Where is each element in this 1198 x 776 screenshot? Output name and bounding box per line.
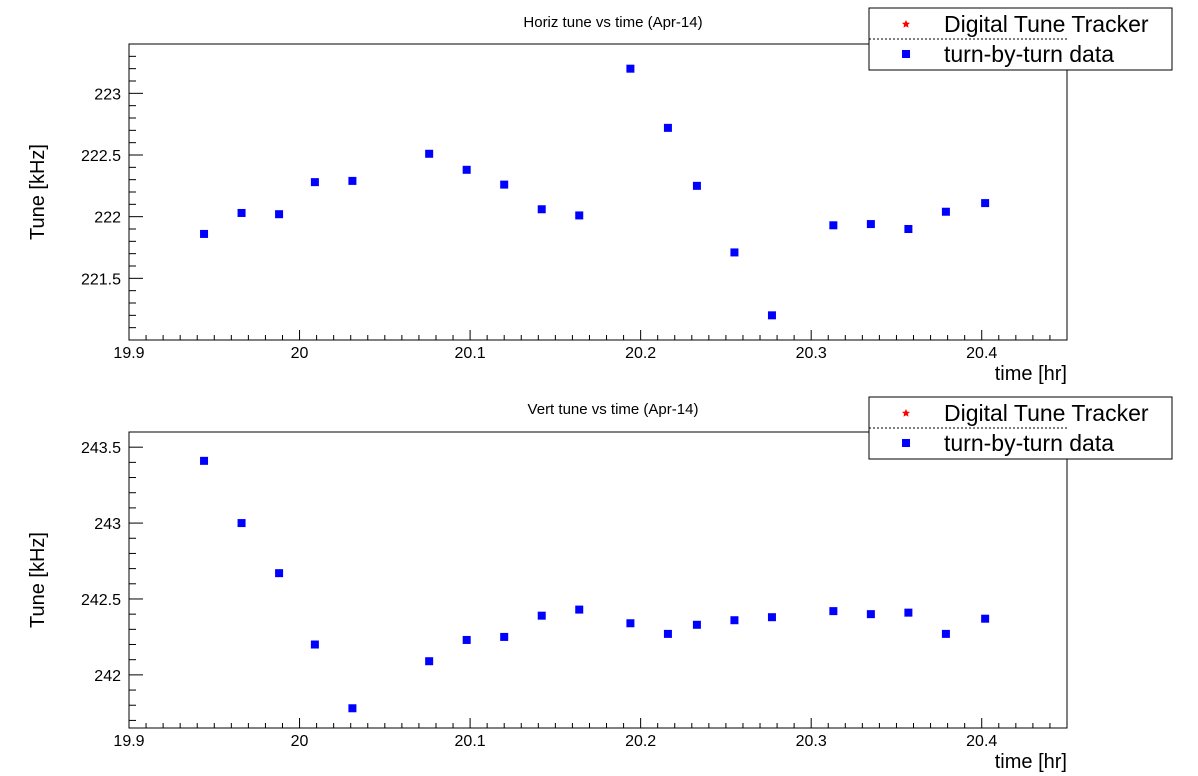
vert-legend-label: Digital Tune Tracker [944,400,1149,426]
vert-data-point [730,616,739,625]
horiz-legend-label: turn-by-turn data [944,41,1114,67]
horiz-data-point [200,229,209,238]
vert-y-tick-label: 243 [94,516,121,533]
horiz-y-tick-label: 222 [94,210,121,227]
horiz-data-point [692,181,701,190]
vert-data-point [462,635,471,644]
horiz-data-point [626,64,635,73]
vert-x-axis: 19.9 20 20.1 20.2 20.3 20.4 [113,718,1068,750]
vert-data-point [200,456,209,465]
vert-plot-frame [128,431,1068,729]
horiz-data-point [500,180,509,189]
horiz-y-tick-label: 222.5 [81,148,121,165]
vert-data-point [348,704,357,713]
vert-data-point [626,619,635,628]
horiz-x-tick-label: 19.9 [113,345,144,362]
vert-y-tick-label: 242 [94,668,121,685]
vert-legend-marker-square [902,439,910,447]
vert-legend-box [868,396,1173,460]
horiz-data-point [237,208,246,217]
horiz-legend: Digital Tune Tracker turn-by-turn data [868,7,1173,71]
vert-data-point [663,629,672,638]
vert-x-axis-title: time [hr] [995,751,1067,773]
vert-data-point [237,519,246,528]
horiz-data-point [537,205,546,214]
horiz-data-point [663,123,672,132]
vert-chart-title: Vert tune vs time (Apr-14) [528,401,699,418]
vert-data-point [829,607,838,616]
horiz-chart-title: Horiz tune vs time (Apr-14) [523,14,702,31]
vert-y-tick-label: 243.5 [81,440,121,457]
horiz-x-tick-label: 20.1 [455,345,486,362]
horiz-x-tick-label: 20.2 [625,345,656,362]
horiz-x-tick-label: 20 [291,345,309,362]
vert-legend: Digital Tune Tracker turn-by-turn data [868,396,1173,460]
vert-legend-marker-star [902,409,910,417]
vert-data-point [904,608,913,617]
horiz-data-point [348,176,357,185]
vert-x-tick-label: 19.9 [113,733,144,750]
horiz-x-tick-label: 20.3 [796,345,827,362]
vert-series-turn-by-turn-data [200,456,990,713]
vert-data-point [692,620,701,629]
vert-data-point [866,610,875,619]
horiz-data-point [829,221,838,230]
vert-data-point [575,605,584,614]
vert-tune-panel: Vert tune vs time (Apr-14) Tune [kHz] time… [27,396,1173,773]
vert-x-tick-label: 20.3 [796,733,827,750]
horiz-data-point [767,311,776,320]
vert-x-tick-label: 20 [291,733,309,750]
horiz-y-axis: 221.5 222 222.5 223 [81,43,143,341]
vert-data-point [537,611,546,620]
vert-legend-label: turn-by-turn data [944,430,1114,456]
horiz-y-tick-label: 223 [94,86,121,103]
vert-y-axis: 242 242.5 243 243.5 [81,431,143,721]
horiz-y-axis-title: Tune [kHz] [27,144,49,240]
vert-data-point [275,569,284,578]
horiz-series-turn-by-turn-data [200,64,990,320]
horiz-x-axis: 19.9 20 20.1 20.2 20.3 20.4 [113,330,1068,362]
horiz-data-point [425,149,434,158]
vert-x-tick-label: 20.4 [966,733,997,750]
vert-x-tick-label: 20.2 [625,733,656,750]
horiz-x-axis-title: time [hr] [995,363,1067,385]
vert-y-tick-label: 242.5 [81,592,121,609]
vert-y-axis-title: Tune [kHz] [27,532,49,628]
horiz-tune-panel: Horiz tune vs time (Apr-14) Tune [kHz] tim… [27,7,1173,385]
vert-data-point [310,640,319,649]
horiz-y-tick-label: 221.5 [81,271,121,288]
horiz-data-point [941,207,950,216]
horiz-legend-box [868,7,1173,71]
horiz-data-point [462,165,471,174]
vert-data-point [500,632,509,641]
vert-data-point [425,657,434,666]
vert-x-tick-label: 20.1 [455,733,486,750]
vert-data-point [981,614,990,623]
horiz-legend-marker-star [902,20,910,28]
horiz-data-point [866,220,875,229]
vert-data-point [767,613,776,622]
horiz-data-point [981,199,990,208]
vert-data-point [941,629,950,638]
horiz-data-point [575,211,584,220]
horiz-plot-frame [128,43,1068,341]
horiz-data-point [310,178,319,187]
horiz-legend-label: Digital Tune Tracker [944,11,1149,37]
horiz-data-point [904,225,913,233]
horiz-x-tick-label: 20.4 [966,345,997,362]
horiz-data-point [730,248,739,257]
horiz-data-point [275,210,284,219]
horiz-legend-marker-square [902,50,910,58]
